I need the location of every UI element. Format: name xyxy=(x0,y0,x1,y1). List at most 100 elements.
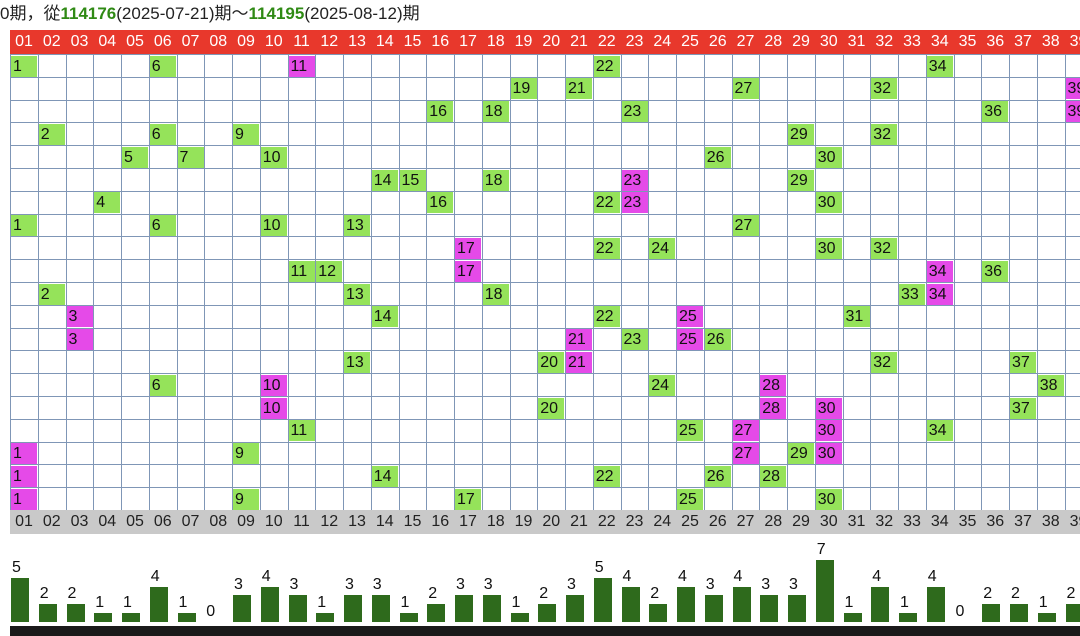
frequency-label-02: 2 xyxy=(39,585,49,603)
grid-line-horizontal xyxy=(10,464,1080,465)
header-number-38: 38 xyxy=(1041,33,1060,50)
frequency-bar-29 xyxy=(788,595,806,622)
start-period: 114176 xyxy=(60,4,117,23)
drawn-number-green: 20 xyxy=(538,397,565,419)
frequency-label-07: 1 xyxy=(178,594,188,612)
frequency-bar-21 xyxy=(566,595,584,622)
drawn-number-magenta: 27 xyxy=(732,420,759,442)
footer-number-02: 02 xyxy=(42,513,61,530)
footer-number-05: 05 xyxy=(126,513,144,530)
frequency-label-38: 1 xyxy=(1038,594,1048,612)
frequency-bar-27 xyxy=(732,586,751,622)
footer-number-03: 03 xyxy=(70,513,89,530)
drawn-number-green: 6 xyxy=(149,55,176,77)
drawn-number-green: 38 xyxy=(1037,374,1064,396)
frequency-bar-36 xyxy=(982,604,1001,622)
grid-line-horizontal xyxy=(10,328,1080,329)
frequency-label-09: 3 xyxy=(234,576,243,594)
frequency-label-36: 2 xyxy=(983,585,993,603)
frequency-bar-04 xyxy=(94,613,113,622)
frequency-label-39: 2 xyxy=(1066,585,1076,603)
frequency-label-34: 4 xyxy=(927,567,937,585)
drawn-number-green: 22 xyxy=(593,55,620,77)
grid-line-horizontal xyxy=(10,487,1080,488)
drawn-number-magenta: 3 xyxy=(66,306,93,328)
drawn-number-green: 26 xyxy=(704,329,731,351)
header-number-08: 08 xyxy=(209,33,228,50)
drawn-number-green: 22 xyxy=(593,192,620,214)
drawn-number-magenta: 30 xyxy=(815,420,842,442)
grid-line-horizontal xyxy=(10,77,1080,78)
grid-line-horizontal xyxy=(10,145,1080,146)
drawn-number-green: 29 xyxy=(788,169,814,191)
frequency-label-31: 1 xyxy=(844,594,854,612)
frequency-label-11: 3 xyxy=(289,576,299,594)
footer-number-37: 37 xyxy=(1014,513,1032,530)
frequency-label-22: 5 xyxy=(594,558,604,576)
header-number-13: 13 xyxy=(348,33,366,50)
drawn-number-magenta: 23 xyxy=(621,192,648,214)
frequency-bar-22 xyxy=(593,577,612,622)
drawn-number-green: 32 xyxy=(871,351,898,373)
header-number-20: 20 xyxy=(542,33,561,50)
number-footer-row: 01 02 03 04 05 06 07 08 09 10 11 12 13 14 15 16 17 18 19 20… xyxy=(10,510,1080,534)
frequency-bar-09 xyxy=(233,595,251,622)
footer-number-11: 11 xyxy=(293,513,310,530)
frequency-bar-06 xyxy=(149,586,168,622)
footer-number-39: 39 xyxy=(1069,513,1080,530)
frequency-bar-33 xyxy=(899,613,917,622)
frequency-bar-39 xyxy=(1065,604,1080,622)
number-header-row: 01 02 03 04 05 06 07 08 09 10 11 12 13 14 15 16 17 18 19 20… xyxy=(10,30,1080,54)
grid-line-horizontal xyxy=(10,373,1080,374)
header-number-34: 34 xyxy=(930,33,949,50)
footer-number-24: 24 xyxy=(653,513,672,530)
frequency-bar-24 xyxy=(649,604,668,622)
drawn-number-green: 29 xyxy=(788,443,814,465)
frequency-label-03: 2 xyxy=(67,585,77,603)
frequency-bar-01 xyxy=(11,577,29,622)
frequency-label-15: 1 xyxy=(400,594,410,612)
drawn-number-green: 26 xyxy=(704,465,731,487)
header-number-21: 21 xyxy=(570,33,588,50)
drawn-number-green: 24 xyxy=(649,237,676,259)
grid-line-horizontal xyxy=(10,282,1080,283)
frequency-label-19: 1 xyxy=(511,594,521,612)
drawn-number-green: 16 xyxy=(427,101,454,123)
drawn-number-green: 27 xyxy=(732,215,759,237)
header-number-11: 11 xyxy=(293,33,310,50)
frequency-label-32: 4 xyxy=(872,567,882,585)
header-number-17: 17 xyxy=(459,33,477,50)
drawn-number-green: 32 xyxy=(871,123,898,145)
frequency-label-35: 0 xyxy=(955,603,965,620)
frequency-bar-12 xyxy=(316,613,335,622)
frequency-label-25: 4 xyxy=(678,567,687,585)
frequency-label-30: 7 xyxy=(816,541,826,558)
footer-number-13: 13 xyxy=(348,513,366,530)
grid-line-horizontal xyxy=(10,122,1080,123)
header-number-23: 23 xyxy=(625,33,644,50)
grid-line-horizontal xyxy=(10,442,1080,443)
drawn-number-green: 34 xyxy=(926,55,953,77)
frequency-label-12: 1 xyxy=(317,594,327,612)
drawn-number-magenta: 23 xyxy=(621,169,648,191)
frequency-bar-23 xyxy=(621,586,640,622)
footer-number-34: 34 xyxy=(930,513,949,530)
footer-number-07: 07 xyxy=(181,513,200,530)
header-number-12: 12 xyxy=(320,33,339,50)
drawn-number-green: 36 xyxy=(982,101,1009,123)
drawn-number-green: 24 xyxy=(649,374,676,396)
grid-line-horizontal xyxy=(10,54,1080,55)
header-number-19: 19 xyxy=(514,33,533,50)
drawn-number-green: 13 xyxy=(344,283,370,305)
drawn-number-magenta: 30 xyxy=(815,443,842,465)
end-date: (2025-08-12)期 xyxy=(304,4,420,23)
frequency-bar-11 xyxy=(288,595,307,622)
lottery-trend-chart: 01 02 03 04 05 06 07 08 09 10 11 12 13 14 15 16 17 18 19 20… xyxy=(10,30,1080,636)
drawn-number-green: 5 xyxy=(122,146,148,168)
footer-number-08: 08 xyxy=(209,513,228,530)
footer-number-15: 15 xyxy=(403,513,422,530)
footer-number-38: 38 xyxy=(1041,513,1060,530)
frequency-bar-16 xyxy=(427,604,446,622)
footer-number-18: 18 xyxy=(486,513,505,530)
drawn-number-magenta: 3 xyxy=(66,329,93,351)
